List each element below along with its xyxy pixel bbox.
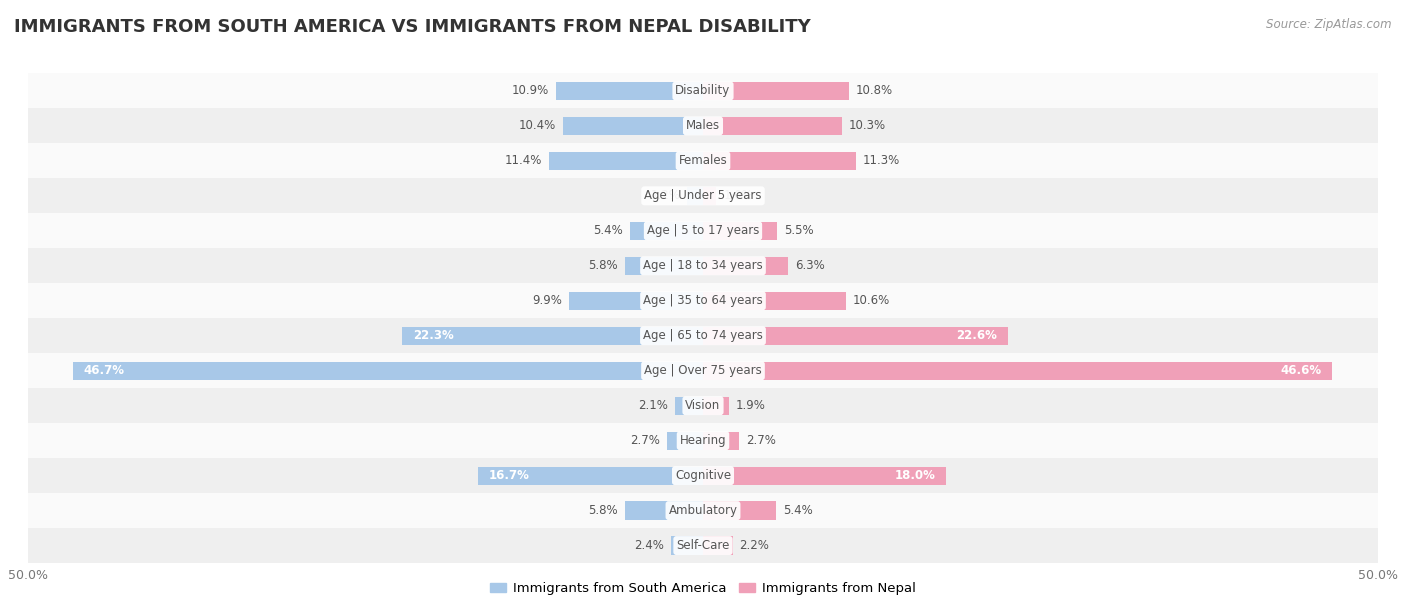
Text: 1.2%: 1.2%	[650, 189, 681, 203]
Text: 2.7%: 2.7%	[630, 434, 659, 447]
Text: 2.7%: 2.7%	[747, 434, 776, 447]
Bar	[703, 292, 846, 310]
Text: Males: Males	[686, 119, 720, 132]
Bar	[703, 327, 1008, 345]
Text: Females: Females	[679, 154, 727, 167]
Bar	[630, 222, 703, 240]
Bar	[562, 117, 703, 135]
Bar	[402, 327, 703, 345]
Text: IMMIGRANTS FROM SOUTH AMERICA VS IMMIGRANTS FROM NEPAL DISABILITY: IMMIGRANTS FROM SOUTH AMERICA VS IMMIGRA…	[14, 18, 811, 36]
Bar	[28, 528, 1378, 563]
Text: 9.9%: 9.9%	[533, 294, 562, 307]
Text: Age | 65 to 74 years: Age | 65 to 74 years	[643, 329, 763, 342]
Bar	[624, 256, 703, 275]
Text: 22.3%: 22.3%	[413, 329, 454, 342]
Text: Age | Under 5 years: Age | Under 5 years	[644, 189, 762, 203]
Bar	[703, 362, 1331, 380]
Text: 10.4%: 10.4%	[519, 119, 555, 132]
Text: Source: ZipAtlas.com: Source: ZipAtlas.com	[1267, 18, 1392, 31]
Text: 2.4%: 2.4%	[634, 539, 664, 552]
Bar	[624, 501, 703, 520]
Text: 18.0%: 18.0%	[894, 469, 935, 482]
Bar	[703, 82, 849, 100]
Text: 5.8%: 5.8%	[588, 504, 619, 517]
Text: 2.2%: 2.2%	[740, 539, 769, 552]
Text: 46.6%: 46.6%	[1279, 364, 1322, 377]
Text: 46.7%: 46.7%	[83, 364, 125, 377]
Text: Cognitive: Cognitive	[675, 469, 731, 482]
Bar	[28, 458, 1378, 493]
Text: 11.3%: 11.3%	[862, 154, 900, 167]
Text: Ambulatory: Ambulatory	[668, 504, 738, 517]
Text: Age | 5 to 17 years: Age | 5 to 17 years	[647, 225, 759, 237]
Text: 10.3%: 10.3%	[849, 119, 886, 132]
Text: 10.8%: 10.8%	[855, 84, 893, 97]
Bar	[28, 283, 1378, 318]
Bar	[703, 537, 733, 554]
Text: Self-Care: Self-Care	[676, 539, 730, 552]
Text: Disability: Disability	[675, 84, 731, 97]
Bar	[28, 214, 1378, 248]
Bar	[478, 466, 703, 485]
Bar	[28, 423, 1378, 458]
Bar	[675, 397, 703, 415]
Bar	[73, 362, 703, 380]
Bar	[28, 318, 1378, 353]
Text: 2.1%: 2.1%	[638, 399, 668, 412]
Bar	[28, 73, 1378, 108]
Bar	[28, 353, 1378, 388]
Text: Vision: Vision	[685, 399, 721, 412]
Bar	[28, 388, 1378, 423]
Text: 5.4%: 5.4%	[783, 504, 813, 517]
Bar	[703, 501, 776, 520]
Legend: Immigrants from South America, Immigrants from Nepal: Immigrants from South America, Immigrant…	[485, 577, 921, 600]
Text: 22.6%: 22.6%	[956, 329, 997, 342]
Text: 1.9%: 1.9%	[735, 399, 765, 412]
Bar	[703, 222, 778, 240]
Bar	[28, 178, 1378, 214]
Bar	[703, 117, 842, 135]
Bar	[28, 493, 1378, 528]
Text: Age | Over 75 years: Age | Over 75 years	[644, 364, 762, 377]
Bar	[703, 431, 740, 450]
Text: 5.5%: 5.5%	[785, 225, 814, 237]
Bar	[671, 537, 703, 554]
Bar	[28, 248, 1378, 283]
Bar	[703, 187, 717, 205]
Bar	[703, 397, 728, 415]
Text: 5.4%: 5.4%	[593, 225, 623, 237]
Bar	[569, 292, 703, 310]
Bar	[703, 466, 946, 485]
Text: Hearing: Hearing	[679, 434, 727, 447]
Text: 6.3%: 6.3%	[794, 259, 824, 272]
Text: 1.0%: 1.0%	[723, 189, 754, 203]
Bar	[28, 108, 1378, 143]
Bar	[550, 152, 703, 170]
Text: 10.9%: 10.9%	[512, 84, 550, 97]
Bar	[555, 82, 703, 100]
Text: 16.7%: 16.7%	[488, 469, 529, 482]
Bar	[703, 152, 855, 170]
Text: 5.8%: 5.8%	[588, 259, 619, 272]
Text: Age | 18 to 34 years: Age | 18 to 34 years	[643, 259, 763, 272]
Bar	[703, 256, 787, 275]
Text: 11.4%: 11.4%	[505, 154, 543, 167]
Text: 10.6%: 10.6%	[853, 294, 890, 307]
Bar	[686, 187, 703, 205]
Bar	[28, 143, 1378, 178]
Bar	[666, 431, 703, 450]
Text: Age | 35 to 64 years: Age | 35 to 64 years	[643, 294, 763, 307]
